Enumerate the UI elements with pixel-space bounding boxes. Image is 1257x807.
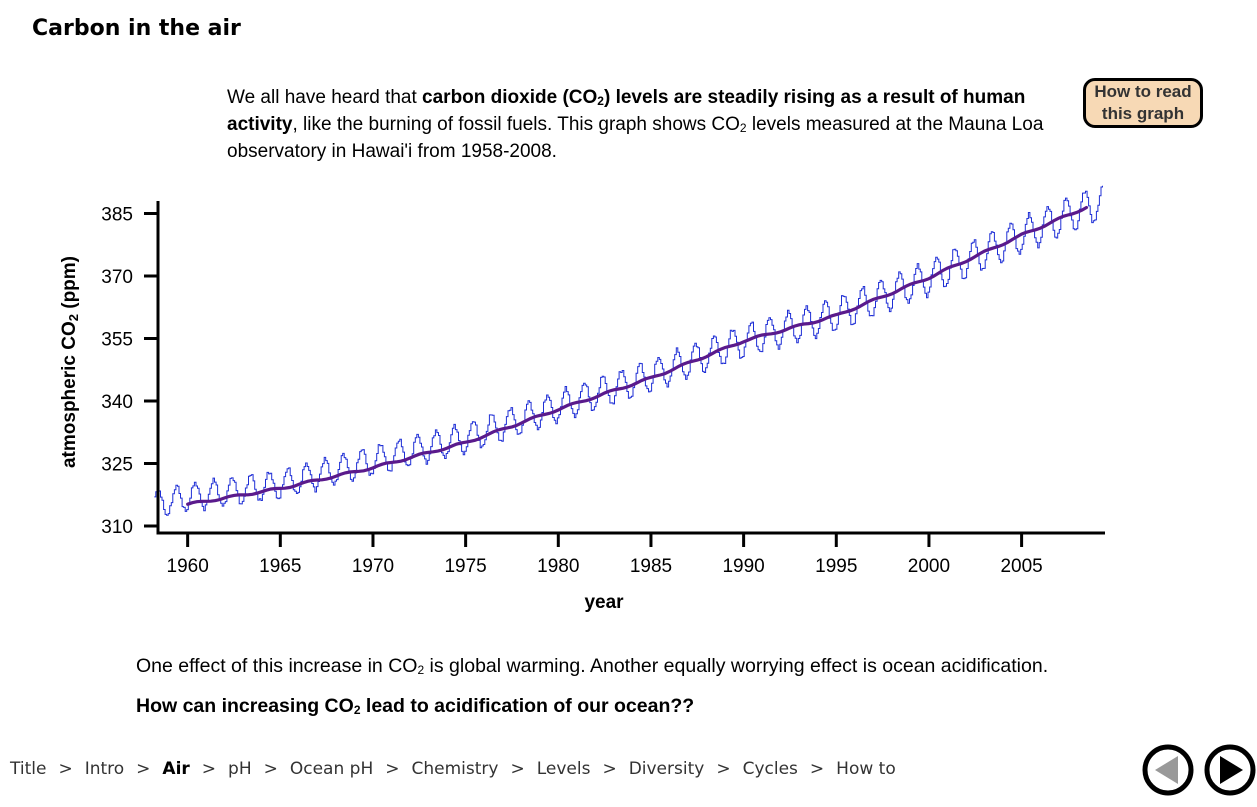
intro-text: We all have heard that carbon dioxide (C… [227,84,1057,165]
breadcrumb-separator: > [385,759,400,779]
x-tick-label: 1970 [352,556,394,577]
breadcrumb-item-levels[interactable]: Levels [536,759,591,779]
breadcrumb: Title > Intro > Air > pH > Ocean pH > Chemistry > Le… [10,759,896,779]
breadcrumb-item-cycles[interactable]: Cycles [742,759,798,779]
x-tick-label: 1985 [630,556,672,577]
breadcrumb-item-ph[interactable]: pH [228,759,252,779]
breadcrumb-separator: > [136,759,151,779]
monthly-co2-series-line [154,185,1103,516]
how-to-read-graph-button[interactable]: How to read this graph [1083,78,1203,128]
effect-text-2: is global warming. Another equally worry… [424,655,1049,677]
question-sub: 2 [353,703,361,717]
back-arrow-icon [1142,744,1194,796]
page-title: Carbon in the air [32,16,241,41]
intro-bold-1-text: carbon dioxide (CO [422,87,598,108]
breadcrumb-separator: > [58,759,73,779]
breadcrumb-item-diversity[interactable]: Diversity [628,759,705,779]
help-line-1: How to read [1094,82,1192,101]
question-text-2: lead to acidification of our ocean?? [360,695,695,717]
previous-page-button[interactable] [1142,744,1194,796]
x-tick-label: 2000 [908,556,950,577]
intro-bold-2-text: ) levels are steadily rising as a result… [227,87,1026,135]
breadcrumb-separator: > [201,759,217,779]
breadcrumb-item-title[interactable]: Title [10,759,47,779]
breadcrumb-item-ocean-ph[interactable]: Ocean pH [289,759,374,779]
x-tick-label: 1975 [444,556,486,577]
x-tick-label: 1980 [537,556,579,577]
forward-arrow-icon [1204,744,1256,796]
intro-bold-1: carbon dioxide (CO2) levels are steadily… [227,87,1025,135]
breadcrumb-item-chemistry[interactable]: Chemistry [411,759,499,779]
breadcrumb-separator: > [809,759,825,779]
question-paragraph: How can increasing CO2 lead to acidifica… [136,695,694,718]
breadcrumb-separator: > [602,759,617,779]
y-axis-label: atmospheric CO2 (ppm) [59,256,81,468]
y-tick-label: 325 [101,455,133,476]
co2-chart: 310 325 340 355 370 385 1960 1965 1970 1975 1980 19… [59,185,1105,613]
effect-paragraph: One effect of this increase in CO2 is gl… [136,655,1048,678]
y-tick-label: 340 [101,392,133,413]
question-text-1: How can increasing CO [136,695,354,717]
breadcrumb-item-air[interactable]: Air [162,759,190,779]
y-tick-label: 310 [101,517,133,538]
x-tick-label: 2005 [1000,556,1042,577]
y-tick-label: 370 [101,267,133,288]
tick-layer: 310 325 340 355 370 385 1960 1965 1970 1975 1980 19… [101,205,1042,578]
effect-sub: 2 [417,663,425,677]
y-tick-label: 385 [101,205,133,226]
breadcrumb-item-how-to[interactable]: How to [836,759,896,779]
breadcrumb-separator: > [716,759,731,779]
intro-text-1: We all have heard that [227,87,423,108]
intro-bold-sub: 2 [597,94,604,108]
y-tick-label: 355 [101,330,133,351]
next-page-button[interactable] [1204,744,1256,796]
y-axis-label-unit: (ppm) [59,256,80,314]
y-axis-label-sub: 2 [66,314,81,321]
y-axis-label-main: atmospheric CO [59,321,80,468]
intro-text-3: levels measured at the Mauna Loa observa… [227,114,1044,162]
x-tick-label: 1990 [722,556,764,577]
trend-co2-series-line [186,205,1089,506]
breadcrumb-item-intro[interactable]: Intro [84,759,125,779]
x-axis-label: year [584,592,624,613]
help-line-2: this graph [1101,104,1185,123]
intro-text-2: , like the burning of fossil fuels. This… [292,114,740,135]
x-tick-label: 1960 [167,556,209,577]
breadcrumb-separator: > [263,759,278,779]
intro-sub-2: 2 [739,121,747,135]
breadcrumb-separator: > [510,759,525,779]
x-tick-label: 1995 [815,556,857,577]
x-tick-label: 1965 [259,556,301,577]
effect-text-1: One effect of this increase in CO [136,655,418,677]
